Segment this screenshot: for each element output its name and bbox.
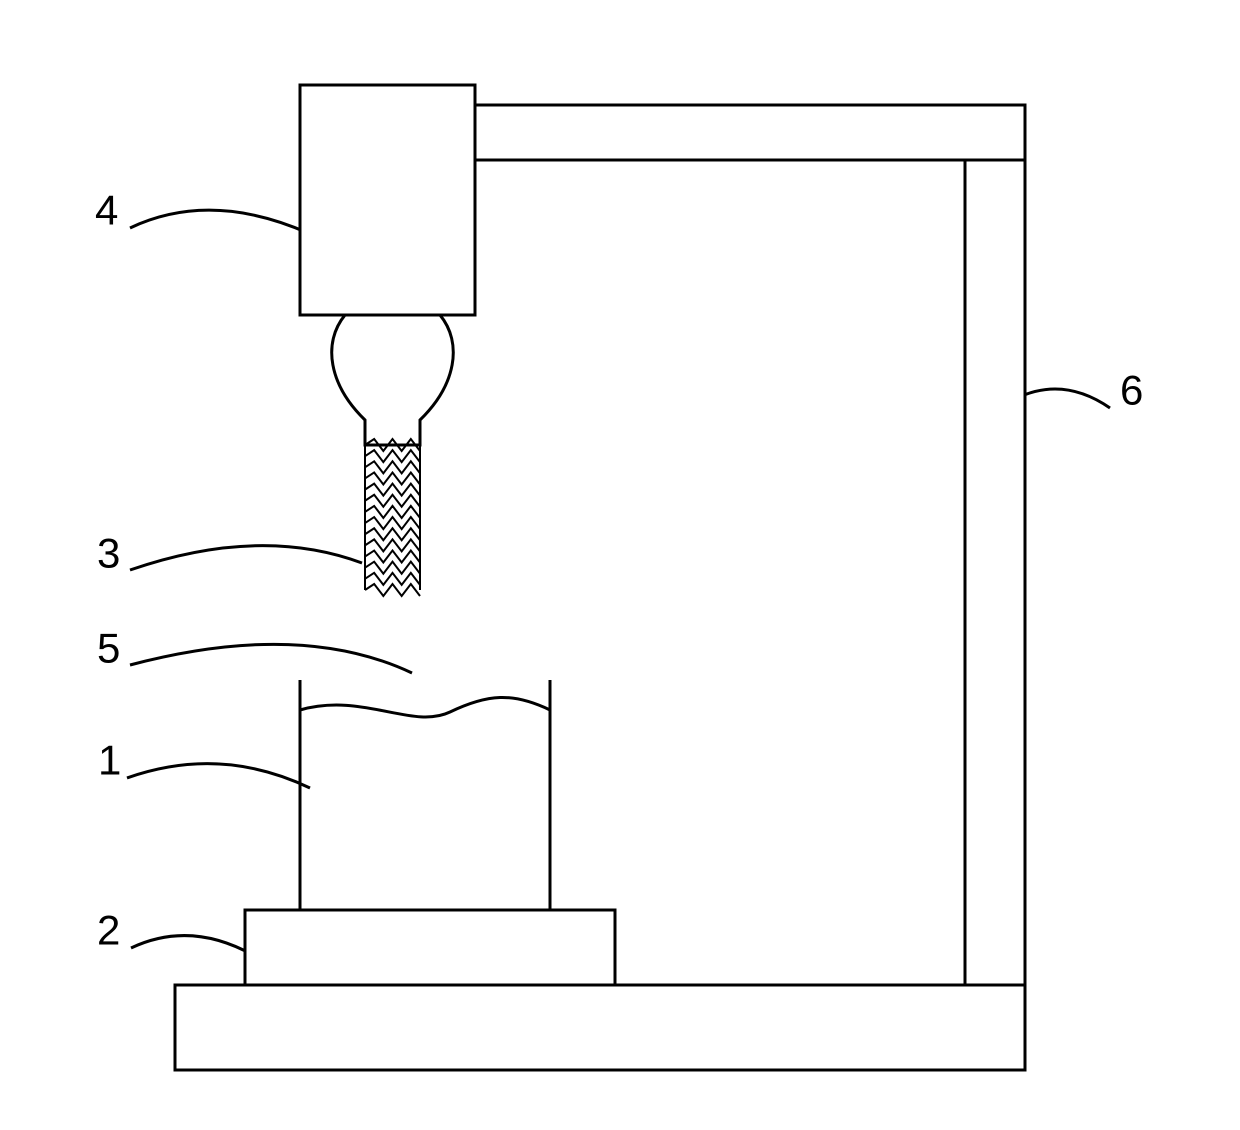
frame-base	[175, 985, 1025, 1070]
frame-right-post	[965, 105, 1025, 985]
tool-bulb	[332, 315, 454, 445]
leader-1	[127, 764, 310, 788]
diagram-root: 1 2 3 4 5 6	[0, 0, 1240, 1130]
liquid-surface	[300, 697, 550, 717]
leader-2	[131, 936, 253, 955]
label-5: 5	[97, 625, 120, 672]
tool-shaft-zigzag	[365, 439, 420, 596]
label-4: 4	[95, 187, 118, 234]
label-3: 3	[97, 530, 120, 577]
technical-diagram: 1 2 3 4 5 6	[0, 0, 1240, 1130]
leader-5	[130, 644, 412, 673]
leader-4	[130, 210, 308, 233]
head-block	[300, 85, 475, 315]
frame-top-arm	[430, 105, 1025, 160]
load-cell	[245, 910, 615, 985]
label-1: 1	[98, 737, 121, 784]
label-6: 6	[1120, 367, 1143, 414]
label-2: 2	[97, 907, 120, 954]
leader-3	[130, 546, 362, 570]
